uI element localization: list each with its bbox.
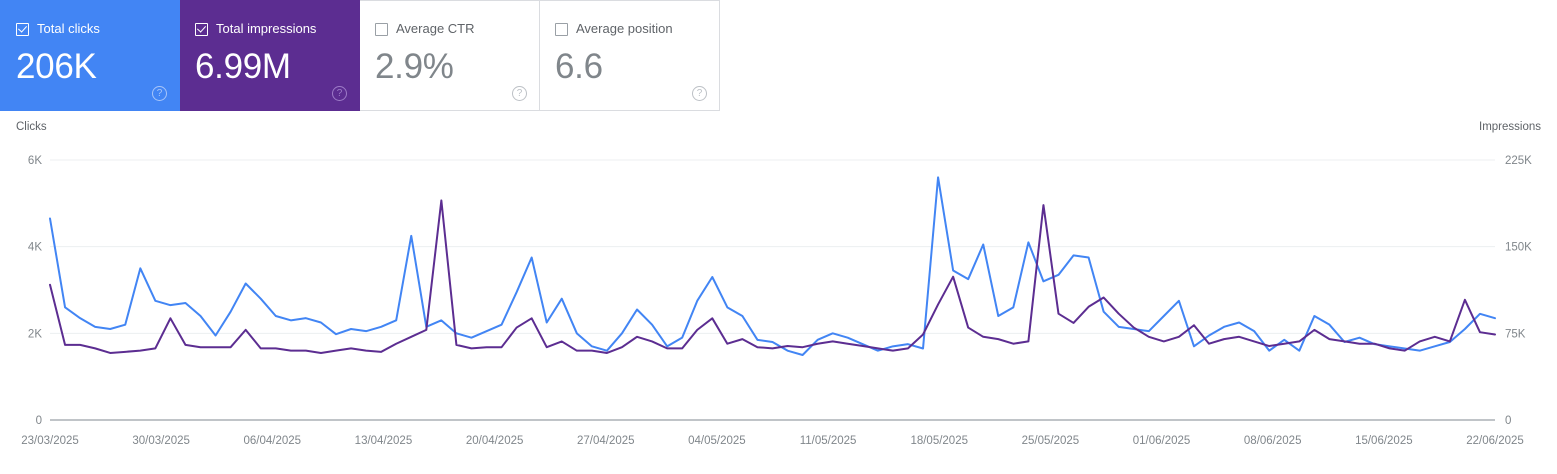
gridlines [50, 159, 1495, 421]
help-icon-total-impressions[interactable]: ? [332, 86, 347, 101]
checkbox-total-impressions[interactable] [195, 22, 208, 36]
series-line [49, 199, 1496, 354]
metric-label-average-position: Average position [576, 21, 673, 36]
metric-card-average-position[interactable]: Average position 6.6 ? [540, 0, 720, 111]
left-tick-label: 2K [28, 328, 42, 340]
metrics-bar: Total clicks 206K ? Total impressions 6.… [0, 0, 1557, 113]
checkbox-average-ctr[interactable] [375, 22, 388, 36]
x-axis-date-label: 20/04/2025 [466, 435, 524, 447]
axis-titles: Clicks Impressions [16, 121, 1541, 133]
x-axis-date-label: 22/06/2025 [1466, 435, 1524, 447]
right-axis-title: Impressions [1479, 121, 1541, 133]
x-axis-date-label: 18/05/2025 [910, 435, 968, 447]
left-tick-label: 4K [28, 242, 42, 254]
left-tick-label: 0 [36, 415, 42, 427]
metric-card-total-impressions[interactable]: Total impressions 6.99M ? [180, 0, 360, 111]
metric-label-total-impressions: Total impressions [216, 21, 317, 36]
metric-value-average-ctr: 2.9% [375, 47, 454, 86]
x-axis-date-label: 15/06/2025 [1355, 435, 1413, 447]
metric-card-total-clicks[interactable]: Total clicks 206K ? [0, 0, 180, 111]
left-axis-title: Clicks [16, 121, 47, 133]
metric-header-total-clicks: Total clicks [16, 22, 100, 36]
metric-header-average-ctr: Average CTR [375, 22, 475, 36]
performance-chart[interactable]: Clicks Impressions 0 2K 4K 6K 0 75K 150K 225K 2… [0, 113, 1557, 474]
metric-label-average-ctr: Average CTR [396, 21, 475, 36]
left-tick-label: 6K [28, 155, 42, 167]
series-line [49, 176, 1496, 356]
help-icon-total-clicks[interactable]: ? [152, 86, 167, 101]
checkbox-average-position[interactable] [555, 22, 568, 36]
metric-header-average-position: Average position [555, 22, 673, 36]
x-axis-date-label: 01/06/2025 [1133, 435, 1191, 447]
help-icon-average-ctr[interactable]: ? [512, 86, 527, 101]
metric-card-average-ctr[interactable]: Average CTR 2.9% ? [360, 0, 540, 111]
right-tick-label: 75K [1505, 328, 1526, 340]
metric-header-total-impressions: Total impressions [195, 22, 316, 36]
x-axis-date-label: 11/05/2025 [800, 435, 857, 447]
checkbox-total-clicks[interactable] [16, 22, 29, 36]
x-axis-date-label: 27/04/2025 [577, 435, 635, 447]
metric-value-total-clicks: 206K [16, 47, 97, 86]
x-axis-date-label: 25/05/2025 [1022, 435, 1080, 447]
x-axis-date-label: 23/03/2025 [21, 435, 79, 447]
right-tick-label: 0 [1505, 415, 1511, 427]
series-lines [49, 176, 1496, 356]
left-axis-ticks: 0 2K 4K 6K [28, 155, 42, 427]
help-icon-average-position[interactable]: ? [692, 86, 707, 101]
chart-svg: Clicks Impressions 0 2K 4K 6K 0 75K 150K 225K 2… [16, 121, 1541, 447]
x-axis-date-label: 08/06/2025 [1244, 435, 1302, 447]
right-tick-label: 225K [1505, 155, 1532, 167]
metric-value-average-position: 6.6 [555, 47, 603, 86]
x-axis-date-label: 13/04/2025 [355, 435, 413, 447]
x-axis-date-label: 30/03/2025 [132, 435, 190, 447]
right-tick-label: 150K [1505, 242, 1532, 254]
right-axis-ticks: 0 75K 150K 225K [1505, 155, 1532, 427]
x-axis-date-label: 04/05/2025 [688, 435, 746, 447]
x-axis-labels: 23/03/2025 30/03/2025 06/04/2025 13/04/2025… [21, 435, 1524, 447]
metric-value-total-impressions: 6.99M [195, 47, 291, 86]
metric-label-total-clicks: Total clicks [37, 21, 100, 36]
x-axis-date-label: 06/04/2025 [244, 435, 302, 447]
